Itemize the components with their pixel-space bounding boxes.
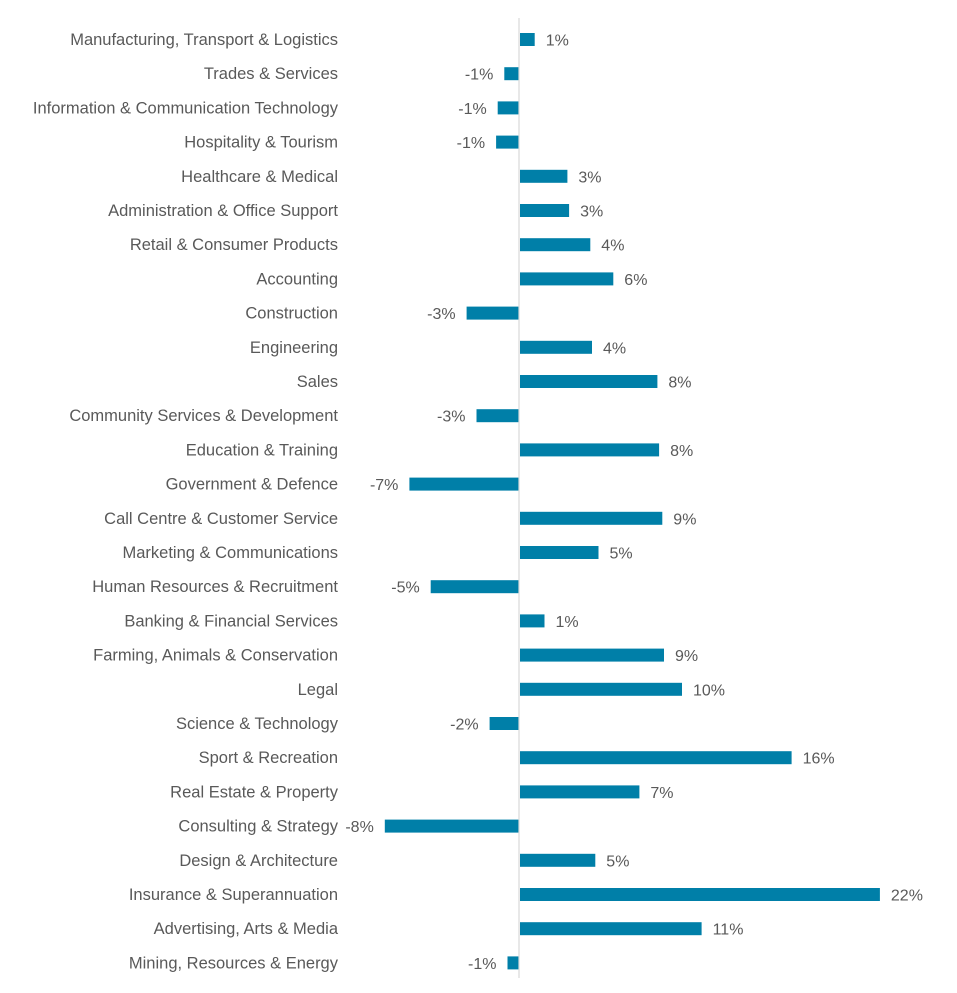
category-label: Science & Technology: [176, 715, 339, 733]
data-label: 4%: [603, 340, 626, 357]
data-label: -2%: [450, 717, 478, 734]
data-label: 3%: [578, 169, 601, 186]
data-label: 9%: [675, 648, 698, 665]
bar: [507, 956, 519, 970]
bar: [520, 546, 599, 559]
data-label: 8%: [670, 443, 693, 460]
bar: [496, 135, 519, 149]
data-label: 1%: [556, 614, 579, 631]
bar: [520, 375, 658, 388]
category-label: Sport & Recreation: [199, 749, 338, 767]
category-label: Insurance & Superannuation: [129, 886, 338, 904]
category-label: Legal: [298, 681, 338, 699]
data-label: -3%: [427, 306, 455, 323]
data-label: 6%: [624, 272, 647, 289]
bar: [520, 614, 545, 628]
category-label: Community Services & Development: [69, 407, 338, 425]
bar: [409, 477, 519, 491]
bar: [520, 682, 682, 696]
category-label: Advertising, Arts & Media: [154, 920, 339, 938]
category-label: Real Estate & Property: [170, 783, 339, 801]
bar: [520, 238, 591, 252]
data-label: -3%: [437, 409, 465, 426]
category-label: Administration & Office Support: [108, 202, 338, 220]
bar: [520, 33, 535, 46]
bar: [520, 853, 596, 867]
bar: [497, 101, 519, 115]
data-label: 9%: [673, 511, 696, 528]
category-label: Sales: [297, 373, 338, 391]
bar: [520, 648, 664, 662]
bar: [520, 340, 592, 354]
data-label: -1%: [457, 135, 485, 152]
category-label: Accounting: [256, 270, 338, 288]
data-label: 10%: [693, 682, 725, 699]
category-label: Engineering: [250, 339, 338, 357]
data-label: 22%: [891, 888, 923, 905]
bar: [520, 443, 660, 457]
category-label: Mining, Resources & Energy: [129, 954, 339, 972]
category-label: Information & Communication Technology: [33, 99, 339, 117]
category-label: Hospitality & Tourism: [184, 134, 338, 152]
bar: [520, 888, 880, 901]
data-label: 5%: [610, 546, 633, 563]
category-label: Construction: [245, 305, 338, 323]
category-label: Design & Architecture: [179, 852, 338, 870]
bars-layer: [384, 33, 880, 970]
category-label: Education & Training: [186, 441, 338, 459]
data-label: -5%: [391, 580, 419, 597]
bar: [520, 272, 614, 286]
bar: [520, 751, 792, 765]
category-label: Manufacturing, Transport & Logistics: [70, 31, 338, 49]
data-label: 3%: [580, 204, 603, 221]
bar: [520, 204, 570, 217]
category-label: Human Resources & Recruitment: [92, 578, 338, 596]
category-label: Banking & Financial Services: [124, 612, 338, 630]
bar: [504, 67, 519, 81]
data-label: 1%: [546, 33, 569, 50]
bar: [520, 169, 568, 183]
category-label: Trades & Services: [204, 65, 338, 83]
data-label: -7%: [370, 477, 398, 494]
category-label: Farming, Animals & Conservation: [93, 647, 338, 665]
bar: [430, 580, 519, 594]
category-label: Call Centre & Customer Service: [104, 510, 338, 528]
category-label: Marketing & Communications: [123, 544, 339, 562]
data-label: 8%: [668, 375, 691, 392]
bar: [384, 819, 519, 833]
category-label: Healthcare & Medical: [181, 168, 338, 186]
data-label: 5%: [606, 853, 629, 870]
category-label: Retail & Consumer Products: [130, 236, 338, 254]
data-label: -8%: [345, 819, 373, 836]
data-label: 11%: [713, 922, 744, 939]
data-label: -1%: [458, 101, 486, 118]
bar: [466, 306, 519, 320]
data-label: 4%: [601, 238, 624, 255]
data-label: -1%: [465, 67, 493, 84]
bar: [489, 717, 519, 730]
bar: [476, 409, 519, 423]
data-label: 16%: [803, 751, 835, 768]
category-labels: Manufacturing, Transport & Logistics Trad…: [33, 31, 339, 972]
bar: [520, 511, 663, 525]
category-label: Consulting & Strategy: [178, 818, 338, 836]
category-label: Government & Defence: [166, 476, 338, 494]
bar: [520, 785, 640, 799]
data-label: 7%: [650, 785, 673, 802]
bar: [520, 922, 702, 936]
data-label: -1%: [468, 956, 496, 973]
data-labels: 1%-1%-1%-1%3%3%4%6%-3%4%8%-3%8%-7%9%5%-5…: [345, 33, 923, 973]
